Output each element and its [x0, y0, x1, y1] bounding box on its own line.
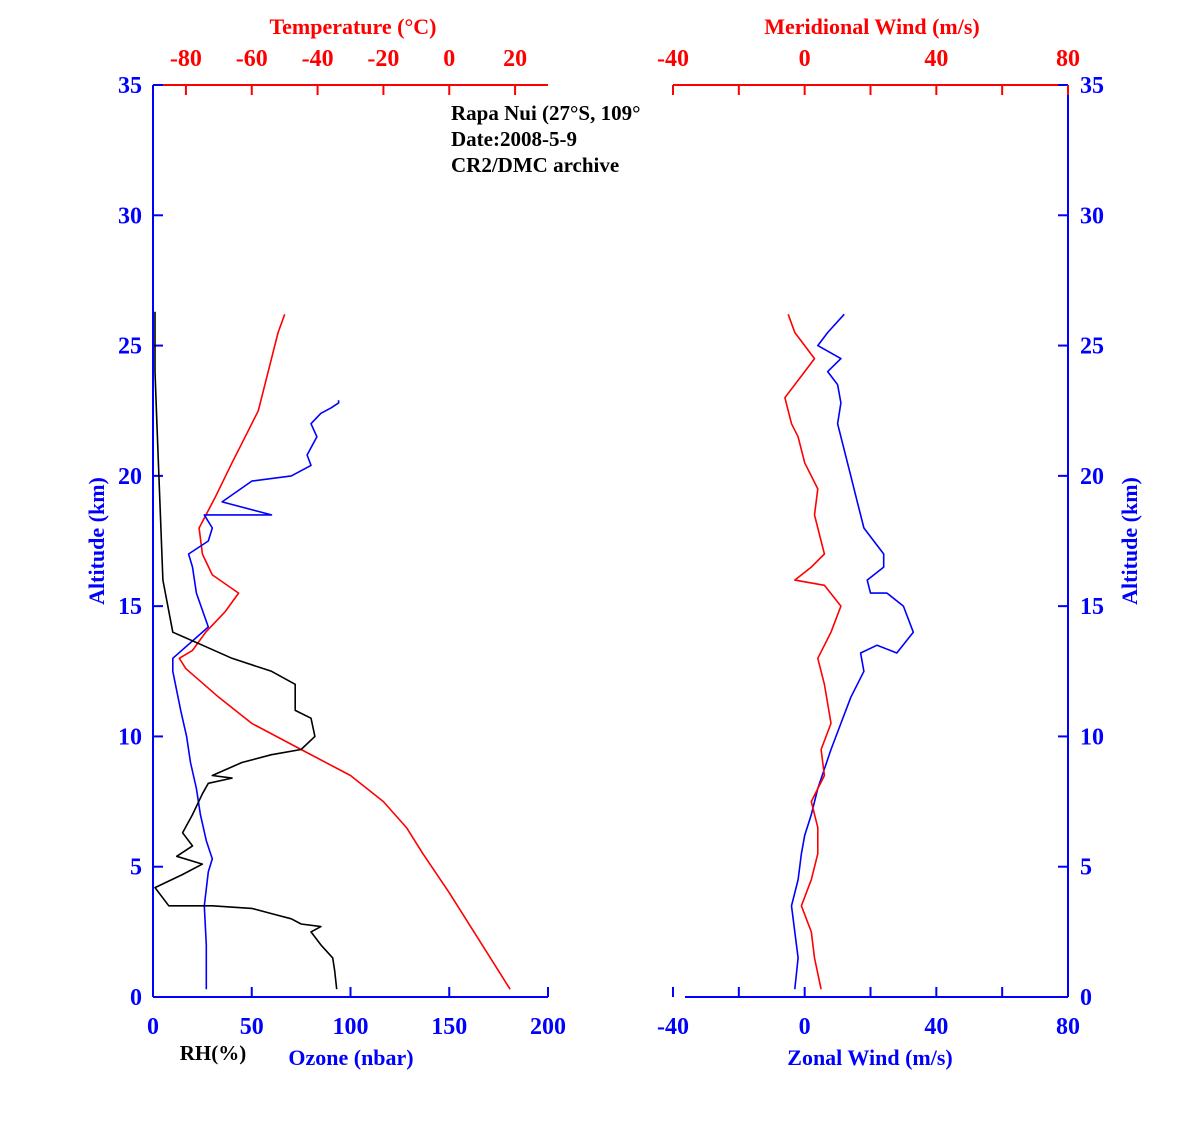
archive-annotation: CR2/DMC archive: [451, 153, 619, 177]
left-ytick-label-3: 15: [118, 594, 142, 620]
left-y-axis-label: Altitude (km): [84, 477, 109, 605]
left-bottom-ticks: 0 50 100 150 200: [147, 987, 566, 1040]
ozone-line: [172, 400, 340, 990]
right-ytick-label-2: 10: [1080, 724, 1104, 750]
right-y-axis-label: Altitude (km): [1117, 477, 1142, 605]
zonal-wind-line: [790, 313, 915, 990]
temperature-xtick-tick-label-1: -60: [236, 46, 268, 72]
left-ytick-label-2: 10: [118, 724, 142, 750]
temperature-xtick-tick-label-4: 0: [443, 46, 455, 72]
temperature-line: [178, 314, 511, 990]
temperature-axis-label: Temperature (°C): [269, 14, 436, 39]
zonal-axis-label: Zonal Wind (m/s): [787, 1045, 952, 1070]
meridional-axis-label: Meridional Wind (m/s): [764, 14, 980, 39]
meridional-xtick-tick-label-3: 80: [1056, 46, 1080, 72]
zonal-xtick-tick-label-0: -40: [657, 1014, 689, 1040]
meridional-wind-line: [784, 314, 842, 990]
left-top-ticks: -80 -60 -40 -20 0 20: [170, 46, 527, 95]
right-ytick-label-5: 25: [1080, 334, 1104, 360]
station-annotation: Rapa Nui (27°S, 109°: [451, 101, 641, 125]
temperature-xtick-tick-label-0: -80: [170, 46, 202, 72]
meridional-xtick-tick-label-1: 0: [799, 46, 811, 72]
zonal-xtick-tick-label-1: 0: [799, 1014, 811, 1040]
right-top-ticks: -40 0 40 80: [657, 46, 1080, 95]
right-series: [784, 313, 915, 990]
right-bottom-ticks: -40 0 40 80: [657, 987, 1080, 1040]
meridional-xtick-tick-label-0: -40: [657, 46, 689, 72]
left-y-ticks: 0 5 10 15 20 25 30 35: [118, 73, 163, 1011]
date-annotation: Date:2008-5-9: [451, 127, 577, 151]
right-ytick-label-1: 5: [1080, 855, 1092, 881]
left-ytick-label-1: 5: [130, 855, 142, 881]
left-ytick-label-7: 35: [118, 73, 142, 99]
right-panel: 0 5 10 15 20 25 30 35 -40 0 40 80 -40 0 40 80 Altitud…: [657, 14, 1142, 1070]
left-ytick-label-0: 0: [130, 985, 142, 1011]
ozone-xtick-tick-label-0: 0: [147, 1014, 159, 1040]
ozone-xtick-tick-label-4: 200: [530, 1014, 566, 1040]
left-ytick-label-5: 25: [118, 334, 142, 360]
temperature-xtick-tick-label-5: 20: [503, 46, 527, 72]
ozone-xtick-tick-label-3: 150: [431, 1014, 467, 1040]
left-ytick-label-6: 30: [118, 203, 142, 229]
ozone-axis-label: Ozone (nbar): [288, 1045, 413, 1070]
right-ytick-label-6: 30: [1080, 203, 1104, 229]
zonal-xtick-tick-label-3: 80: [1056, 1014, 1080, 1040]
temperature-xtick-tick-label-2: -40: [302, 46, 334, 72]
meridional-xtick-tick-label-2: 40: [924, 46, 948, 72]
temperature-xtick-tick-label-3: -20: [367, 46, 399, 72]
right-ytick-label-0: 0: [1080, 985, 1092, 1011]
left-ytick-label-4: 20: [118, 464, 142, 490]
zonal-xtick-tick-label-2: 40: [924, 1014, 948, 1040]
right-ytick-label-4: 20: [1080, 464, 1104, 490]
right-ytick-label-7: 35: [1080, 73, 1104, 99]
ozone-xtick-tick-label-1: 50: [240, 1014, 264, 1040]
ozone-xtick-tick-label-2: 100: [333, 1014, 369, 1040]
right-ytick-label-3: 15: [1080, 594, 1104, 620]
left-series: [154, 311, 511, 990]
rh-line: [154, 311, 338, 990]
rh-axis-label: RH(%): [180, 1041, 247, 1065]
right-y-ticks: 0 5 10 15 20 25 30 35: [1058, 73, 1104, 1011]
